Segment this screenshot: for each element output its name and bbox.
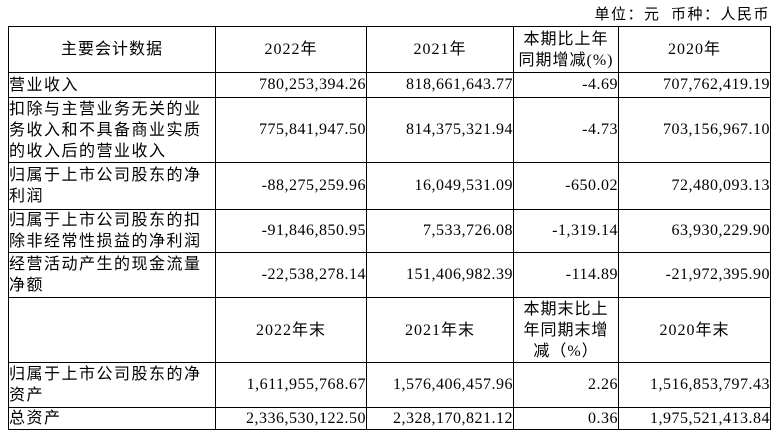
key-accounting-data-table: 主要会计数据 2022年 2021年 本期比上年 同期增减(%) 2020年 营… (8, 26, 771, 430)
value-2021: 1,576,406,457.96 (366, 362, 514, 408)
header-row-annual: 主要会计数据 2022年 2021年 本期比上年 同期增减(%) 2020年 (8, 26, 771, 73)
header-blank (8, 297, 216, 363)
value-2020: 707,762,419.19 (618, 72, 771, 98)
value-2022: -91,846,850.95 (215, 209, 367, 253)
value-2022: 2,336,530,122.50 (215, 407, 367, 430)
row-label: 归属于上市公司股东的扣 除非经常性损益的净利润 (8, 209, 216, 253)
value-2022: 1,611,955,768.67 (215, 362, 367, 408)
value-2020: 703,156,967.10 (618, 97, 771, 163)
table-row-net-profit-excl-nonrecurring: 归属于上市公司股东的扣 除非经常性损益的净利润 -91,846,850.95 7… (8, 209, 771, 253)
value-2020: -21,972,395.90 (618, 252, 771, 298)
table-row-revenue: 营业收入 780,253,394.26 818,661,643.77 -4.69… (8, 72, 771, 98)
header-2022: 2022年 (215, 26, 367, 73)
unit-currency-note: 单位：元 币种：人民币 (594, 7, 770, 23)
table-row-revenue-excl-nonmain: 扣除与主营业务无关的业 务收入和不具备商业实质 的收入后的营业收入 775,84… (8, 97, 771, 163)
header-2020: 2020年 (618, 26, 771, 73)
header-period-end-change: 本期末比上 年同期末增 减（%） (513, 297, 619, 363)
value-2020: 1,516,853,797.43 (618, 362, 771, 408)
header-2021-end: 2021年末 (366, 297, 514, 363)
table-row-operating-cash-flow: 经营活动产生的现金流量 净额 -22,538,278.14 151,406,98… (8, 252, 771, 298)
value-2021: 16,049,531.09 (366, 162, 514, 210)
row-label: 经营活动产生的现金流量 净额 (8, 252, 216, 298)
value-change: -114.89 (513, 252, 619, 298)
table-row-net-profit: 归属于上市公司股东的净 利润 -88,275,259.96 16,049,531… (8, 162, 771, 210)
row-label: 归属于上市公司股东的净 资产 (8, 362, 216, 408)
value-2022: -22,538,278.14 (215, 252, 367, 298)
table-row-total-assets: 总资产 2,336,530,122.50 2,328,170,821.12 0.… (8, 407, 771, 430)
value-2022: 775,841,947.50 (215, 97, 367, 163)
row-label: 营业收入 (8, 72, 216, 98)
value-2020: 63,930,229.90 (618, 209, 771, 253)
header-2020-end: 2020年末 (618, 297, 771, 363)
table-row-net-assets: 归属于上市公司股东的净 资产 1,611,955,768.67 1,576,40… (8, 362, 771, 408)
value-change: 2.26 (513, 362, 619, 408)
header-main-accounting-data: 主要会计数据 (8, 26, 216, 73)
row-label: 归属于上市公司股东的净 利润 (8, 162, 216, 210)
value-change: -4.69 (513, 72, 619, 98)
value-2021: 818,661,643.77 (366, 72, 514, 98)
value-2022: -88,275,259.96 (215, 162, 367, 210)
value-2021: 2,328,170,821.12 (366, 407, 514, 430)
value-2021: 151,406,982.39 (366, 252, 514, 298)
header-yoy-change: 本期比上年 同期增减(%) (513, 26, 619, 73)
value-2021: 7,533,726.08 (366, 209, 514, 253)
value-change: -650.02 (513, 162, 619, 210)
header-2021: 2021年 (366, 26, 514, 73)
header-2022-end: 2022年末 (215, 297, 367, 363)
value-2020: 72,480,093.13 (618, 162, 771, 210)
value-change: -1,319.14 (513, 209, 619, 253)
value-change: 0.36 (513, 407, 619, 430)
value-2021: 814,375,321.94 (366, 97, 514, 163)
value-change: -4.73 (513, 97, 619, 163)
row-label: 总资产 (8, 407, 216, 430)
value-2020: 1,975,521,413.84 (618, 407, 771, 430)
header-row-period-end: 2022年末 2021年末 本期末比上 年同期末增 减（%） 2020年末 (8, 297, 771, 363)
value-2022: 780,253,394.26 (215, 72, 367, 98)
row-label: 扣除与主营业务无关的业 务收入和不具备商业实质 的收入后的营业收入 (8, 97, 216, 163)
